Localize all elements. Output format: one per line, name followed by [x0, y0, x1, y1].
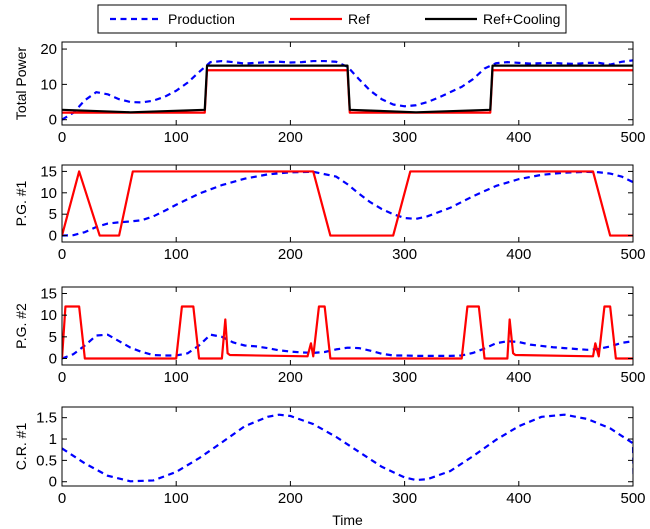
subplot-pg1: 0 100 200 300 400 500 0 5 10 15 P.G. #1	[13, 163, 646, 263]
y-tick-label: 5	[49, 329, 57, 346]
series-group	[62, 305, 633, 360]
x-tick-label: 400	[506, 246, 531, 263]
y-axis-label: Total Power	[13, 47, 29, 120]
x-tick-label: 0	[58, 246, 66, 263]
x-tick-label: 300	[392, 246, 417, 263]
x-tick-label: 0	[58, 490, 66, 507]
y-axis-label: C.R. #1	[13, 423, 29, 471]
y-tick-label: 0	[49, 112, 57, 129]
legend-entry: Ref+Cooling	[425, 11, 560, 27]
axes-frame	[61, 406, 634, 487]
x-tick-label: 200	[278, 369, 303, 386]
y-tick-label: 10	[40, 307, 57, 324]
legend-entry: Ref	[290, 11, 370, 27]
y-axis-label: P.G. #1	[13, 180, 29, 226]
legend-label: Production	[168, 11, 235, 27]
x-tick-label: 500	[620, 129, 645, 146]
x-tick-label: 100	[164, 129, 189, 146]
subplot-total-power: 0 100 200 300 400 500 0 10 20 Total Power	[13, 41, 646, 146]
series-line-ref-cooling	[62, 64, 633, 114]
x-tick-label: 300	[392, 490, 417, 507]
x-tick-label: 200	[278, 246, 303, 263]
x-tick-label: 200	[278, 129, 303, 146]
x-tick-label: 400	[506, 369, 531, 386]
y-tick-label: 1	[49, 431, 57, 448]
x-tick-label: 0	[58, 129, 66, 146]
x-axis-label: Time	[332, 512, 363, 528]
series-group	[62, 59, 633, 121]
legend-label: Ref	[348, 11, 370, 27]
y-tick-label: 1.5	[36, 410, 57, 427]
series-group	[62, 413, 633, 483]
x-tick-label: 300	[392, 369, 417, 386]
x-tick-label: 500	[620, 369, 645, 386]
series-line-production	[62, 333, 633, 360]
axes-frame	[61, 286, 634, 366]
y-tick-label: 15	[40, 163, 57, 180]
series-group	[62, 170, 633, 237]
y-tick-label: 20	[40, 41, 57, 58]
x-tick-label: 500	[620, 490, 645, 507]
y-tick-label: 10	[40, 76, 57, 93]
x-tick-label: 500	[620, 246, 645, 263]
y-tick-label: 5	[49, 206, 57, 223]
x-tick-label: 100	[164, 246, 189, 263]
series-line-production	[62, 59, 633, 121]
series-line-production	[62, 170, 633, 237]
legend-label: Ref+Cooling	[483, 11, 560, 27]
series-line-production	[62, 413, 633, 483]
x-tick-label: 100	[164, 490, 189, 507]
y-tick-label: 0.5	[36, 452, 57, 469]
y-tick-label: 0	[49, 228, 57, 245]
series-line-ref	[62, 305, 633, 360]
x-tick-label: 300	[392, 129, 417, 146]
x-tick-label: 400	[506, 129, 531, 146]
legend-entry: Production	[110, 11, 235, 27]
x-tick-label: 0	[58, 369, 66, 386]
y-tick-label: 10	[40, 185, 57, 202]
y-axis-label: P.G. #2	[13, 303, 29, 349]
x-tick-label: 400	[506, 490, 531, 507]
y-tick-label: 0	[49, 474, 57, 491]
y-tick-label: 15	[40, 286, 57, 303]
x-tick-label: 200	[278, 490, 303, 507]
series-line-ref	[62, 170, 633, 237]
axes-frame	[61, 41, 634, 126]
subplot-pg2: 0 100 200 300 400 500 0 5 10 15 P.G. #2	[13, 286, 646, 387]
y-tick-label: 0	[49, 351, 57, 368]
legend: Production Ref Ref+Cooling	[97, 4, 567, 34]
x-tick-label: 100	[164, 369, 189, 386]
subplot-cr1: 0 100 200 300 400 500 0 0.5 1 1.5 C.R. #1	[13, 406, 646, 507]
axes-frame	[61, 164, 634, 243]
